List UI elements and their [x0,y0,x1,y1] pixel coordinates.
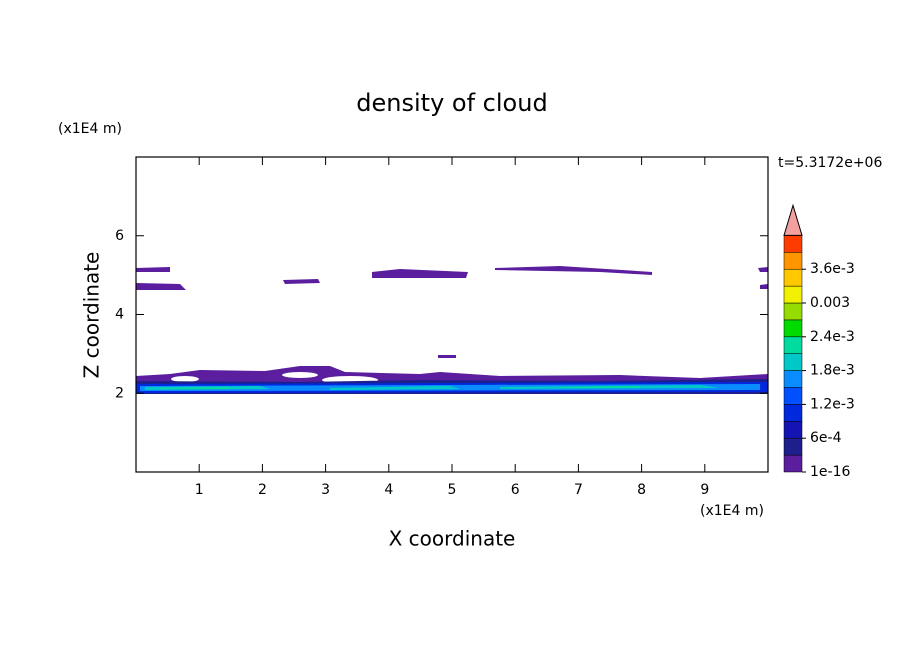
colorbar-band [783,302,803,321]
colorbar-band [783,235,803,253]
y-axis-label: Z coordinate [80,252,104,379]
colorbar-band [783,387,803,405]
x-tick-label: 6 [511,482,520,498]
colorbar-band [783,404,803,422]
y-tick-label: 2 [115,385,124,401]
colorbar-band [783,268,803,287]
contour-field [136,266,768,394]
y-tick-label: 6 [115,228,124,244]
colorbar-band [783,353,803,371]
colorbar-label: 0.003 [810,295,850,311]
x-axis-label: X coordinate [389,527,516,551]
colorbar-band [783,370,803,388]
x-tick-label: 7 [574,482,583,498]
x-tick-label: 5 [448,482,457,498]
colorbar-label: 1.8e-3 [810,363,855,379]
colorbar-band [783,252,803,270]
x-tick-label: 2 [258,482,267,498]
colorbar-band [783,437,803,456]
colorbar-label: 2.4e-3 [810,329,855,345]
plot-frame [135,156,769,473]
annotation: t=5.3172e+06 [778,155,882,171]
colorbar-label: 3.6e-3 [810,261,855,277]
colorbar-label: 1e-16 [810,464,850,480]
x-tick-label: 4 [384,482,393,498]
colorbar-band [783,421,803,439]
colorbar-extend [783,203,803,236]
chart-title: density of cloud [356,89,547,117]
x-unit: (x1E4 m) [700,503,764,519]
colorbar-band [783,319,803,338]
colorbar-band [783,285,803,304]
colorbar-label: 6e-4 [810,430,842,446]
colorbar-band [783,336,803,354]
colorbar-label: 1.2e-3 [810,396,855,412]
colorbar-band [783,454,803,473]
y-tick-label: 4 [115,307,124,323]
y-unit: (x1E4 m) [58,121,122,137]
x-tick-label: 9 [700,482,709,498]
x-tick-label: 8 [637,482,646,498]
x-tick-label: 1 [195,482,204,498]
x-tick-label: 3 [321,482,330,498]
